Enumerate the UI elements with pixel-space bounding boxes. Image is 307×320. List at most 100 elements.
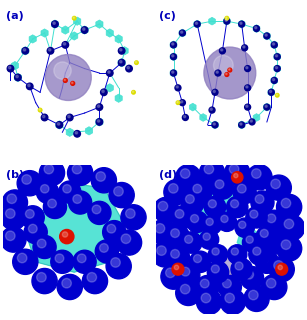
Circle shape [225,160,250,186]
Circle shape [200,230,219,249]
Polygon shape [14,73,21,82]
Circle shape [17,171,42,196]
Circle shape [275,55,278,57]
Circle shape [277,236,302,261]
Polygon shape [238,121,245,129]
Circle shape [220,49,223,51]
Circle shape [26,83,33,90]
Circle shape [255,250,278,273]
Circle shape [175,85,181,91]
Circle shape [240,123,242,125]
Polygon shape [212,121,218,129]
Circle shape [103,220,126,244]
Circle shape [235,218,254,237]
Circle shape [172,43,174,45]
Circle shape [200,160,225,186]
Circle shape [225,73,229,76]
Circle shape [271,77,277,84]
Circle shape [127,66,130,69]
Polygon shape [81,26,88,34]
Circle shape [174,265,179,270]
Circle shape [154,197,179,222]
Circle shape [107,224,116,233]
Circle shape [237,184,246,193]
Circle shape [204,196,226,218]
Circle shape [196,289,222,315]
Circle shape [155,224,165,233]
Circle shape [57,123,60,125]
Circle shape [224,18,230,24]
Circle shape [135,61,137,63]
Circle shape [246,86,248,88]
Circle shape [250,210,258,218]
Circle shape [171,229,180,237]
Circle shape [185,235,193,244]
Circle shape [72,164,82,174]
Circle shape [106,254,131,279]
Circle shape [1,227,26,252]
Circle shape [158,201,168,211]
Circle shape [202,215,222,234]
Circle shape [120,60,122,63]
Circle shape [251,169,261,178]
Polygon shape [106,29,113,37]
Circle shape [44,164,54,174]
Circle shape [275,93,279,97]
Polygon shape [237,225,257,252]
Circle shape [204,47,256,99]
Circle shape [249,290,258,300]
Circle shape [172,263,184,275]
Circle shape [55,254,64,263]
Circle shape [271,179,280,189]
Circle shape [37,273,46,282]
Circle shape [37,239,46,248]
Circle shape [16,75,18,78]
Circle shape [57,274,82,300]
Circle shape [212,122,218,128]
Polygon shape [25,183,125,272]
Circle shape [181,232,202,253]
Circle shape [39,160,64,186]
Circle shape [267,235,276,244]
Circle shape [281,240,291,250]
Circle shape [271,42,277,48]
Circle shape [83,28,85,30]
Circle shape [263,231,286,254]
Circle shape [239,122,245,128]
Polygon shape [170,41,177,49]
Polygon shape [96,20,103,28]
Circle shape [73,250,96,273]
Circle shape [256,226,278,247]
Circle shape [243,233,262,252]
Circle shape [210,108,212,110]
Circle shape [67,114,73,121]
Circle shape [272,43,275,45]
Circle shape [184,116,186,118]
Text: (c): (c) [159,11,176,21]
Circle shape [269,257,294,282]
Circle shape [267,214,276,223]
Circle shape [53,22,55,24]
Circle shape [177,101,178,103]
Circle shape [33,236,56,259]
Circle shape [209,107,215,113]
Circle shape [166,225,189,248]
Circle shape [121,205,146,230]
Circle shape [277,194,302,220]
Circle shape [22,175,31,184]
Circle shape [235,262,243,270]
Circle shape [176,165,201,190]
Circle shape [6,231,15,241]
Circle shape [64,79,66,81]
Circle shape [265,105,267,107]
Circle shape [268,89,274,95]
Text: (d): (d) [159,170,177,180]
Polygon shape [238,20,245,28]
Circle shape [239,221,246,228]
Circle shape [56,122,63,128]
Circle shape [250,120,252,122]
Circle shape [260,229,268,237]
Circle shape [45,54,91,100]
Circle shape [15,74,21,81]
Circle shape [255,27,257,29]
